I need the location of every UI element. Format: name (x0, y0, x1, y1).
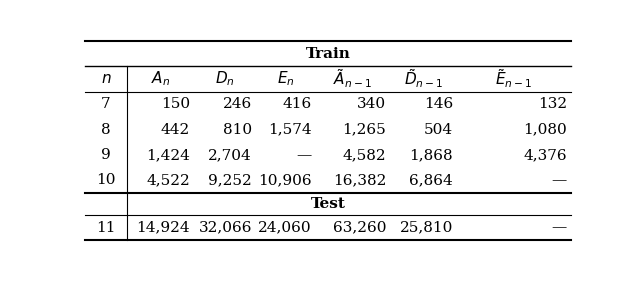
Text: 132: 132 (538, 97, 567, 111)
Text: $A_n$: $A_n$ (151, 69, 170, 88)
Text: 14,924: 14,924 (136, 221, 190, 235)
Text: $\tilde{D}_{n-1}$: $\tilde{D}_{n-1}$ (404, 67, 444, 90)
Text: 16,382: 16,382 (333, 173, 386, 187)
Text: 4,582: 4,582 (342, 148, 386, 162)
Text: —: — (296, 148, 312, 162)
Text: 2,704: 2,704 (209, 148, 252, 162)
Text: 24,060: 24,060 (258, 221, 312, 235)
Text: 1,265: 1,265 (342, 123, 386, 137)
Text: Test: Test (310, 197, 346, 211)
Text: 504: 504 (424, 123, 453, 137)
Text: 340: 340 (357, 97, 386, 111)
Text: 416: 416 (282, 97, 312, 111)
Text: 9,252: 9,252 (209, 173, 252, 187)
Text: 9: 9 (101, 148, 111, 162)
Text: 8: 8 (101, 123, 111, 137)
Text: 4,522: 4,522 (147, 173, 190, 187)
Text: —: — (552, 173, 567, 187)
Text: $D_n$: $D_n$ (215, 69, 235, 88)
Text: Train: Train (305, 47, 351, 61)
Text: 63,260: 63,260 (333, 221, 386, 235)
Text: 442: 442 (161, 123, 190, 137)
Text: 11: 11 (96, 221, 116, 235)
Text: 150: 150 (161, 97, 190, 111)
Text: 10: 10 (96, 173, 116, 187)
Text: —: — (552, 221, 567, 235)
Text: 146: 146 (424, 97, 453, 111)
Text: $\tilde{A}_{n-1}$: $\tilde{A}_{n-1}$ (333, 67, 372, 90)
Text: 1,080: 1,080 (524, 123, 567, 137)
Text: 246: 246 (223, 97, 252, 111)
Text: 1,424: 1,424 (146, 148, 190, 162)
Text: 810: 810 (223, 123, 252, 137)
Text: 6,864: 6,864 (409, 173, 453, 187)
Text: 1,574: 1,574 (268, 123, 312, 137)
Text: $E_n$: $E_n$ (277, 69, 294, 88)
Text: 32,066: 32,066 (198, 221, 252, 235)
Text: $\tilde{E}_{n-1}$: $\tilde{E}_{n-1}$ (495, 67, 532, 90)
Text: 1,868: 1,868 (410, 148, 453, 162)
Text: $n$: $n$ (100, 72, 111, 86)
Text: 25,810: 25,810 (399, 221, 453, 235)
Text: 7: 7 (101, 97, 111, 111)
Text: 10,906: 10,906 (258, 173, 312, 187)
Text: 4,376: 4,376 (524, 148, 567, 162)
